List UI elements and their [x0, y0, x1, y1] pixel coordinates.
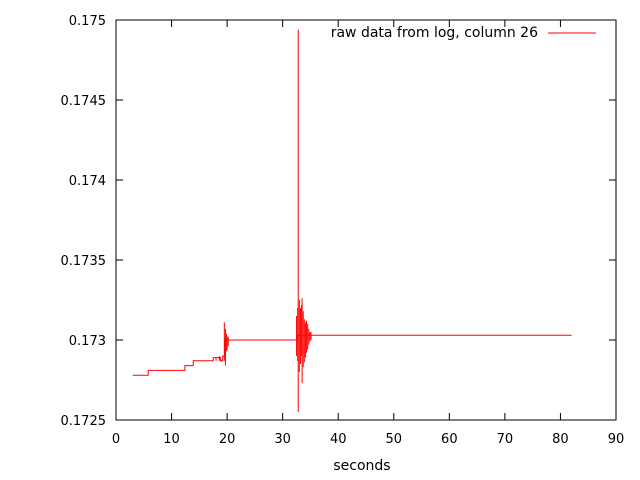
y-tick-label: 0.1745: [61, 94, 107, 109]
legend-label: raw data from log, column 26: [331, 25, 538, 41]
y-tick-label: 0.173: [69, 334, 106, 349]
x-tick-label: 90: [608, 432, 625, 447]
y-tick-label: 0.174: [69, 174, 106, 189]
y-tick-label: 0.1725: [61, 414, 107, 429]
ticks: 0 10 20 30 40 50 60 70 80 90 0.1725 0.173 0.1735 0.17…: [61, 14, 625, 447]
legend: raw data from log, column 26: [331, 25, 596, 41]
x-tick-label: 10: [163, 432, 180, 447]
x-tick-label: 40: [330, 432, 347, 447]
series-line: [132, 334, 572, 376]
x-tick-label: 20: [219, 432, 236, 447]
y-tick-label: 0.175: [69, 14, 106, 29]
x-tick-label: 70: [497, 432, 514, 447]
plot-frame: [115, 19, 617, 421]
x-tick-label: 60: [441, 432, 458, 447]
series-layer: [132, 29, 572, 412]
y-tick-label: 0.1735: [61, 254, 107, 269]
x-tick-label: 0: [112, 432, 120, 447]
x-tick-label: 30: [274, 432, 291, 447]
x-tick-label: 80: [552, 432, 569, 447]
x-axis-title: seconds: [333, 458, 390, 474]
x-tick-label: 50: [386, 432, 403, 447]
